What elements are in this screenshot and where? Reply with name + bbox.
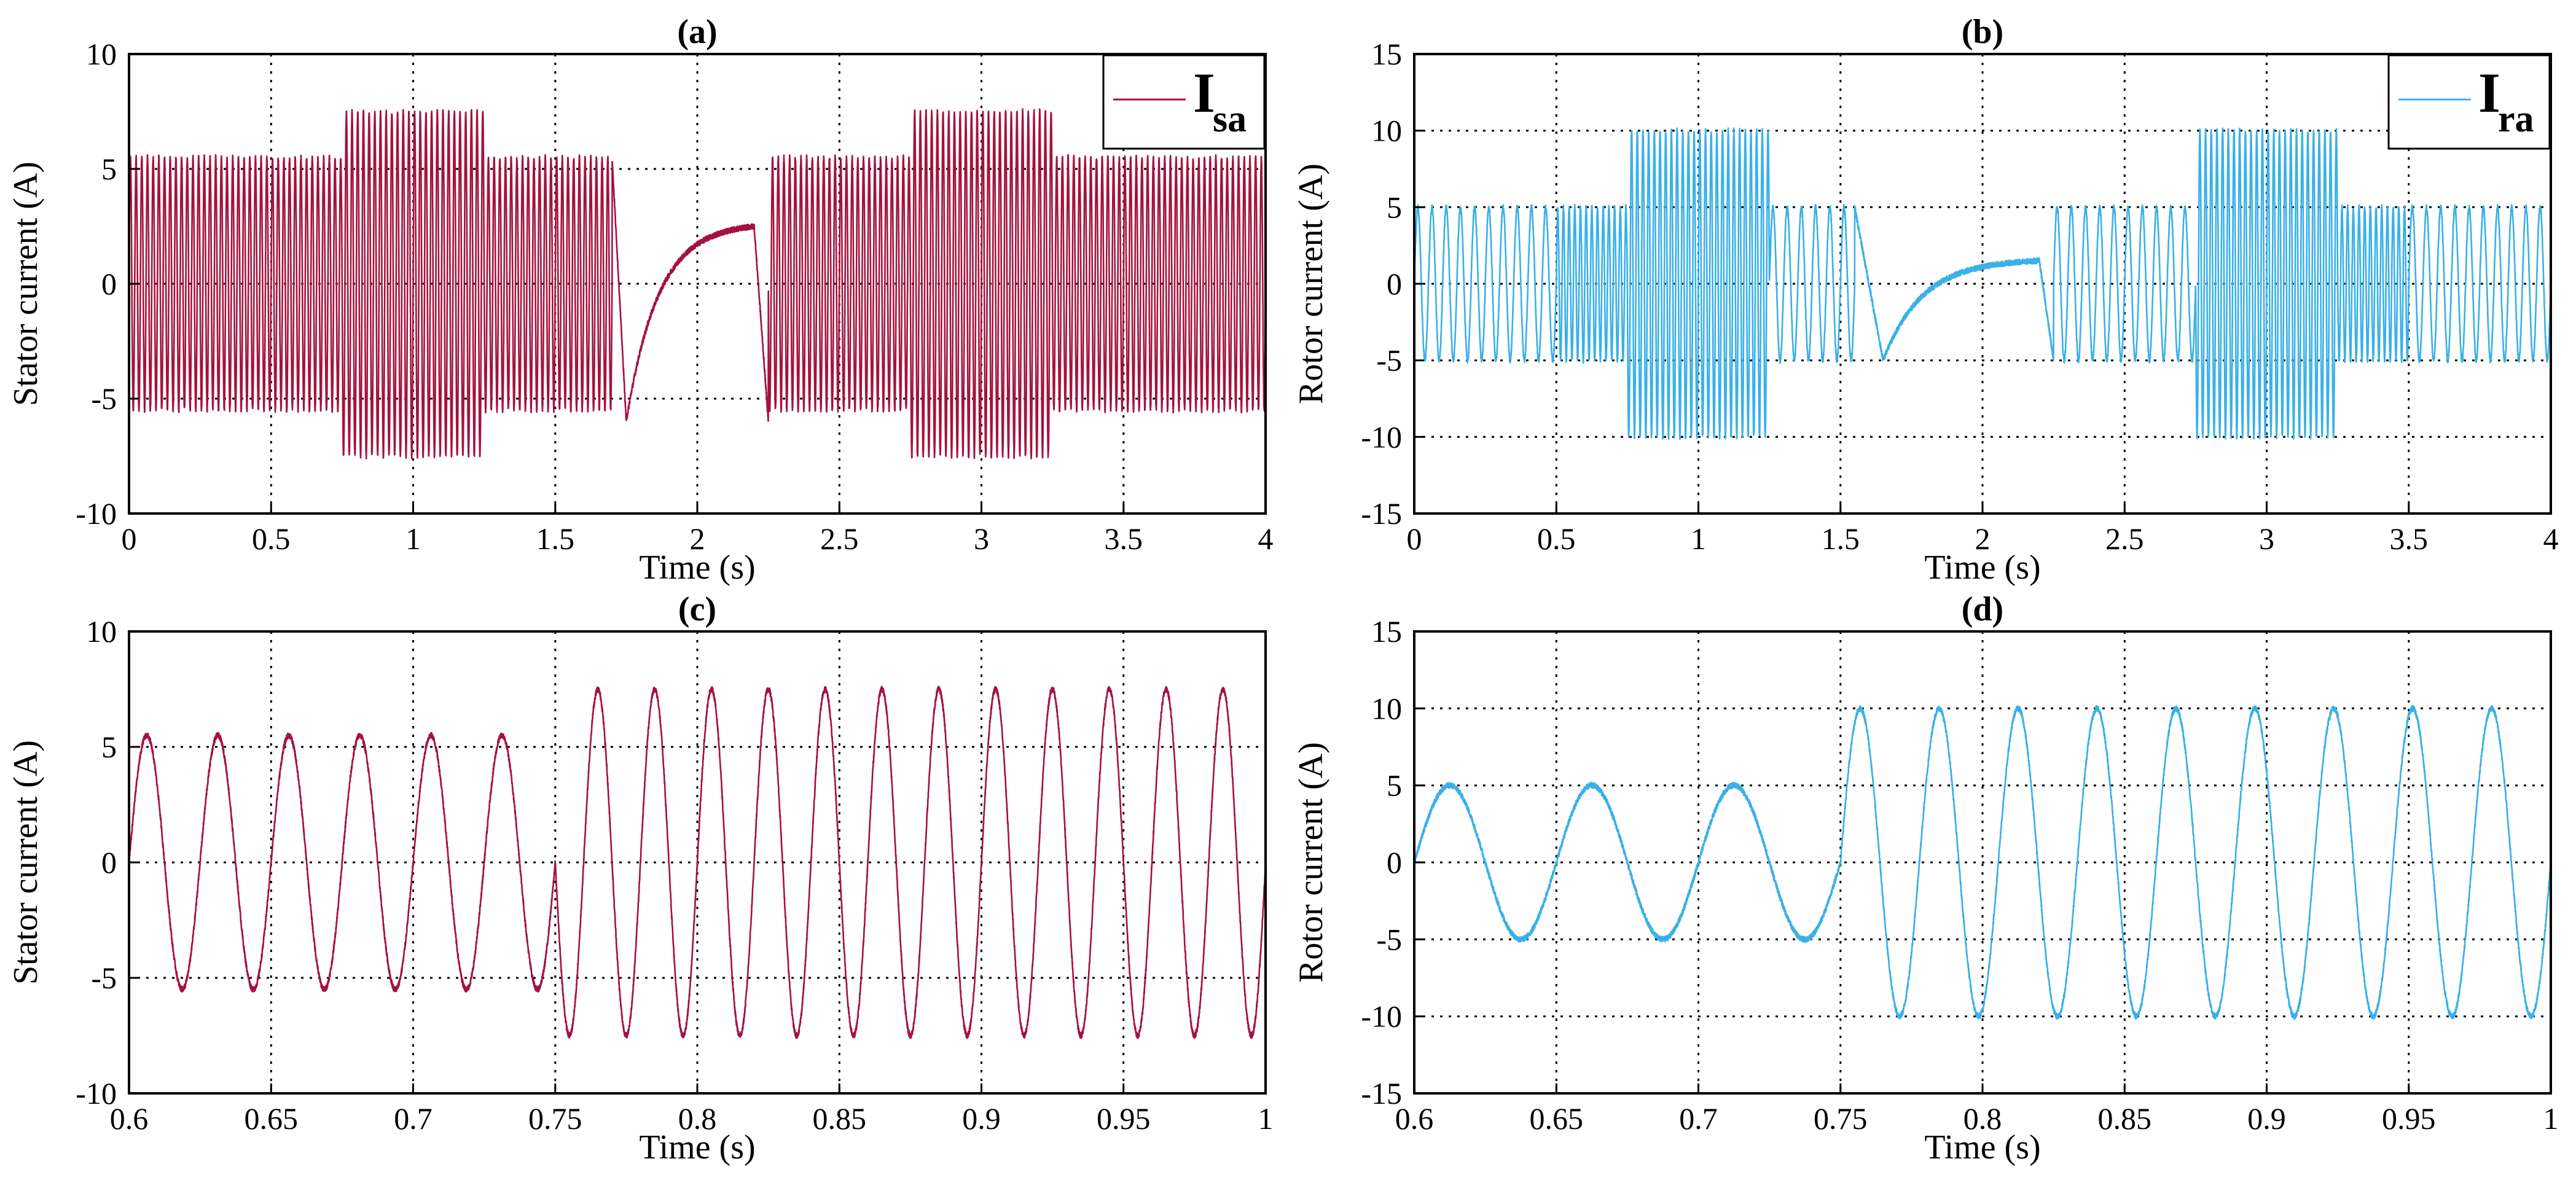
y-tick-label: 15: [1371, 37, 1402, 71]
legend-box: [2387, 54, 2551, 150]
x-tick-label: 0: [1407, 521, 1422, 556]
x-tick-label: 0.85: [813, 1101, 867, 1136]
x-tick-label: 1: [2543, 1101, 2559, 1136]
x-axis-title: Time (s): [639, 1128, 755, 1166]
y-tick-label: -10: [76, 496, 117, 531]
x-tick-label: 2: [1975, 521, 1991, 556]
y-tick-label: 10: [86, 614, 117, 649]
y-tick-label: -5: [1376, 922, 1402, 956]
x-tick-label: 0.75: [528, 1101, 582, 1136]
y-axis-title: Rotor current (A): [1292, 742, 1330, 983]
x-tick-label: 3: [2259, 521, 2274, 556]
x-tick-label: 1: [405, 521, 421, 556]
x-tick-label: 1: [1691, 521, 1706, 556]
x-tick-label: 0.65: [1530, 1101, 1584, 1136]
y-tick-label: -10: [1361, 420, 1402, 454]
x-tick-label: 4: [1258, 521, 1274, 556]
x-tick-label: 1: [1258, 1101, 1274, 1136]
x-tick-label: 0.8: [678, 1101, 717, 1136]
panel-title: (a): [677, 13, 717, 51]
x-tick-label: 0.9: [962, 1101, 1001, 1136]
y-tick-label: 0: [101, 845, 117, 880]
y-tick-label: -5: [91, 381, 117, 416]
x-tick-label: 0.8: [1963, 1101, 2002, 1136]
x-tick-label: 0.6: [110, 1101, 149, 1136]
y-tick-label: -5: [91, 961, 117, 995]
y-tick-label: -5: [1376, 343, 1402, 378]
y-tick-label: 5: [101, 730, 117, 764]
legend-label: I: [2478, 61, 2500, 124]
x-tick-label: 0.7: [1679, 1101, 1718, 1136]
y-tick-label: 5: [1387, 768, 1402, 803]
y-tick-label: -10: [1361, 999, 1402, 1034]
x-axis-title: Time (s): [1924, 549, 2040, 587]
x-tick-label: 0.6: [1395, 1101, 1434, 1136]
x-tick-label: 0.65: [245, 1101, 299, 1136]
y-tick-label: 10: [1371, 691, 1402, 725]
y-tick-label: 5: [1387, 190, 1402, 224]
y-tick-label: 10: [86, 37, 117, 71]
y-tick-label: 0: [101, 267, 117, 301]
x-tick-label: 1.5: [536, 521, 575, 556]
x-tick-label: 3: [974, 521, 989, 556]
y-axis-title: Stator current (A): [7, 740, 45, 985]
x-tick-label: 0.5: [1537, 521, 1576, 556]
x-tick-label: 3.5: [1105, 521, 1143, 556]
legend-label: I: [1193, 61, 1215, 124]
x-tick-label: 1.5: [1822, 521, 1860, 556]
panel-d: 0.6 0.65 0.7 0.75 0.8 0.85 0.9 0.95 1 -15 -10 -5 0 5 1…: [1292, 590, 2559, 1166]
legend-subscript: sa: [1213, 98, 1247, 140]
panel-c: 0.6 0.65 0.7 0.75 0.8 0.85 0.9 0.95 1 -10 -5 0 5 10 (c…: [7, 590, 1274, 1166]
series-line-Isa: [129, 108, 1266, 459]
panel-b: 0 0.5 1 1.5 2 2.5 3 3.5 4 -15 -10 -5 0 5 10 15 (b) Time (…: [1292, 13, 2559, 587]
series-line-Ira: [1414, 705, 2551, 1020]
panel-a: 0 0.5 1 1.5 2 2.5 3 3.5 4 -10 -5 0 5 10 (a) Time (s) Sta…: [7, 13, 1274, 587]
series-line-Isa: [129, 685, 1266, 1039]
x-axis-title: Time (s): [639, 549, 755, 587]
x-tick-label: 2.5: [820, 521, 859, 556]
series-line-Ira: [1414, 127, 2551, 440]
panel-title: (c): [678, 590, 716, 628]
x-tick-label: 0.7: [394, 1101, 433, 1136]
legend-box: [1102, 54, 1266, 150]
y-tick-label: -15: [1361, 496, 1402, 531]
legend: Ira: [2387, 54, 2551, 150]
x-tick-label: 0.9: [2247, 1101, 2286, 1136]
y-tick-label: 0: [1387, 267, 1402, 301]
x-tick-label: 0.5: [252, 521, 291, 556]
panel-title: (d): [1962, 590, 2003, 628]
legend-subscript: ra: [2498, 98, 2534, 140]
x-axis-title: Time (s): [1924, 1128, 2040, 1166]
legend: Isa: [1102, 54, 1266, 150]
y-axis-title: Rotor current (A): [1292, 163, 1330, 404]
y-axis-title: Stator current (A): [7, 162, 45, 406]
x-tick-label: 3.5: [2390, 521, 2429, 556]
x-tick-label: 0.85: [2098, 1101, 2152, 1136]
x-tick-label: 4: [2543, 521, 2559, 556]
y-tick-label: -10: [76, 1076, 117, 1111]
y-tick-label: 0: [1387, 845, 1402, 880]
panel-title: (b): [1962, 13, 2003, 51]
x-tick-label: 0: [122, 521, 137, 556]
x-tick-label: 0.95: [2382, 1101, 2436, 1136]
x-tick-label: 2: [690, 521, 705, 556]
x-tick-label: 0.75: [1814, 1101, 1868, 1136]
y-tick-label: 10: [1371, 114, 1402, 148]
y-tick-label: -15: [1361, 1076, 1402, 1111]
y-tick-label: 15: [1371, 614, 1402, 649]
y-tick-label: 5: [101, 152, 117, 186]
x-tick-label: 0.95: [1097, 1101, 1151, 1136]
x-tick-label: 2.5: [2105, 521, 2144, 556]
